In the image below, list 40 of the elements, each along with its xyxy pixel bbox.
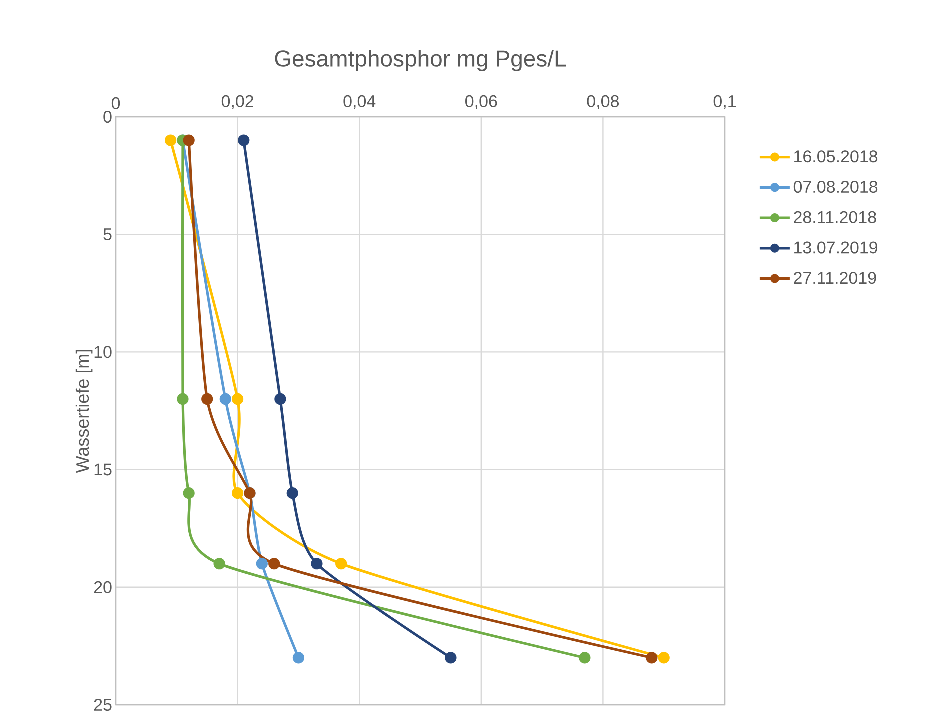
point	[658, 652, 670, 664]
x-tick-label: 0,1	[714, 95, 736, 110]
legend-label: 27.11.2019	[794, 272, 876, 284]
x-tick-label: 0,02	[222, 95, 254, 110]
point	[214, 558, 226, 570]
y-tick-label: 15	[94, 464, 112, 476]
point	[232, 488, 244, 500]
point	[445, 652, 457, 664]
x-tick-label: 0,08	[587, 95, 620, 110]
y-axis-title: Wassertiefe [m]	[76, 350, 93, 474]
point	[238, 134, 250, 146]
point	[579, 652, 591, 664]
point	[177, 393, 189, 406]
point	[256, 558, 268, 570]
x-tick-label: 0,04	[344, 95, 376, 110]
point	[202, 393, 214, 406]
legend-label: 28.11.2018	[794, 211, 876, 224]
legend-label: 07.08.2018	[794, 180, 878, 194]
point	[268, 558, 280, 570]
y-tick-label: 5	[104, 228, 112, 241]
y-tick-label: 20	[94, 581, 112, 594]
point	[286, 488, 298, 500]
point	[183, 134, 195, 146]
y-tick-label: 25	[94, 698, 112, 712]
point	[311, 558, 323, 570]
point	[232, 393, 244, 406]
point	[292, 652, 305, 664]
legend-label: 16.05.2018	[794, 150, 878, 163]
point	[183, 488, 195, 500]
point	[646, 652, 658, 664]
point	[336, 558, 348, 570]
chart-title: Gesamtphosphor mg Pges/L	[275, 50, 566, 72]
x-tick-label: 0,06	[466, 95, 498, 110]
x-tick-label: 0	[112, 97, 120, 110]
point	[165, 134, 177, 146]
point	[274, 393, 286, 406]
y-tick-label: 0	[104, 110, 112, 124]
point	[220, 393, 232, 406]
legend-label: 13.07.2019	[794, 242, 878, 254]
y-tick-label: 10	[94, 346, 112, 358]
